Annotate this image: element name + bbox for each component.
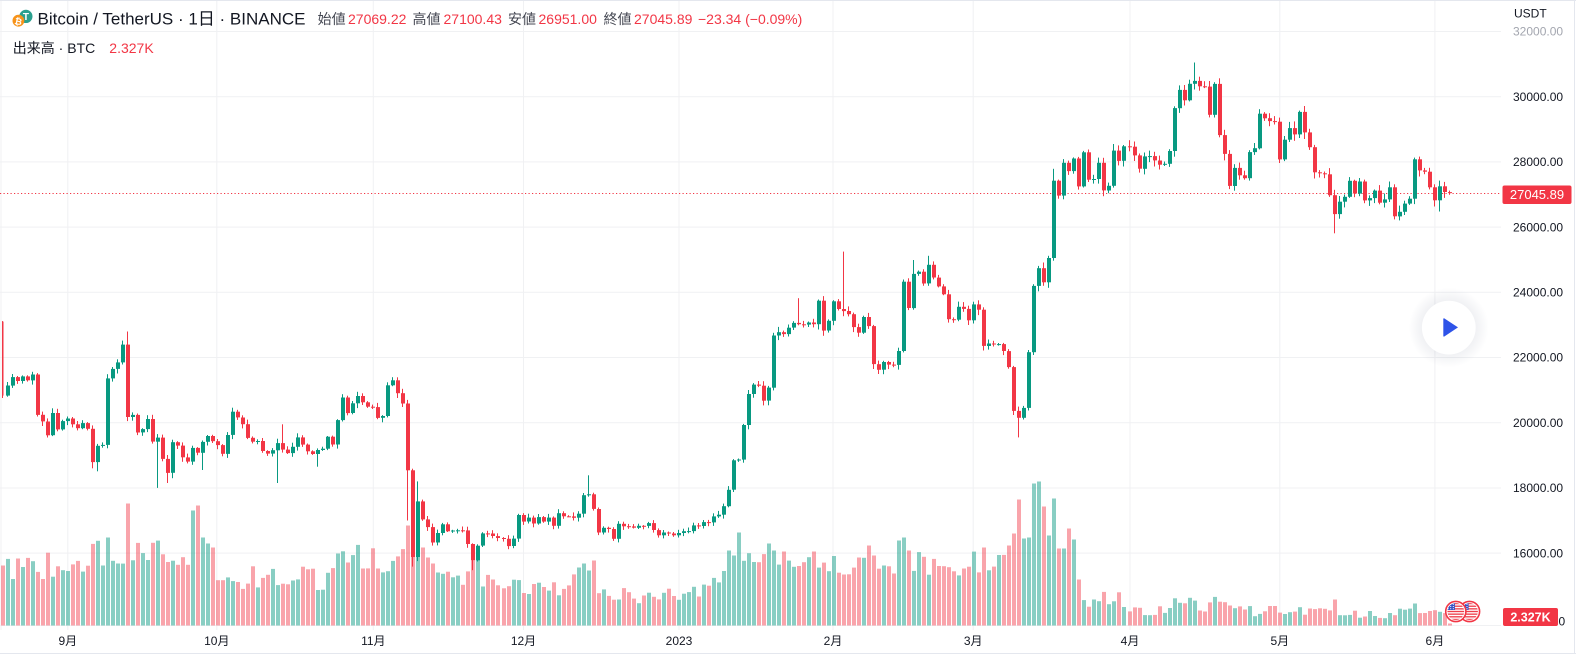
svg-text:0: 0 bbox=[1559, 614, 1566, 628]
svg-text:11月: 11月 bbox=[361, 634, 385, 648]
svg-text:6月: 6月 bbox=[1426, 634, 1445, 648]
svg-text:27045.89: 27045.89 bbox=[634, 11, 693, 27]
svg-text:20000.00: 20000.00 bbox=[1513, 416, 1563, 430]
svg-text:16000.00: 16000.00 bbox=[1513, 546, 1563, 560]
svg-text:28000.00: 28000.00 bbox=[1513, 155, 1563, 169]
svg-text:22000.00: 22000.00 bbox=[1513, 351, 1563, 365]
svg-text:32000.00: 32000.00 bbox=[1513, 25, 1563, 39]
svg-text:出来高 · BTC: 出来高 · BTC bbox=[13, 40, 95, 56]
svg-text:3月: 3月 bbox=[964, 634, 983, 648]
svg-text:26951.00: 26951.00 bbox=[539, 11, 598, 27]
svg-text:₿: ₿ bbox=[14, 16, 23, 27]
svg-text:4月: 4月 bbox=[1121, 634, 1140, 648]
svg-text:USDT: USDT bbox=[1514, 7, 1547, 21]
svg-text:27100.43: 27100.43 bbox=[444, 11, 503, 27]
svg-text:終値: 終値 bbox=[604, 11, 632, 27]
svg-text:2.327K: 2.327K bbox=[1510, 611, 1550, 625]
svg-text:26000.00: 26000.00 bbox=[1513, 220, 1563, 234]
svg-text:5月: 5月 bbox=[1270, 634, 1289, 648]
svg-text:27069.22: 27069.22 bbox=[348, 11, 407, 27]
svg-text:高値: 高値 bbox=[413, 11, 441, 27]
svg-text:Bitcoin / TetherUS · 1日 · BINA: Bitcoin / TetherUS · 1日 · BINANCE bbox=[38, 9, 306, 28]
svg-text:2.327K: 2.327K bbox=[109, 40, 154, 56]
svg-text:2月: 2月 bbox=[824, 634, 843, 648]
svg-text:18000.00: 18000.00 bbox=[1513, 481, 1563, 495]
svg-text:12月: 12月 bbox=[511, 634, 536, 648]
svg-text:始値: 始値 bbox=[318, 11, 346, 27]
svg-text:T: T bbox=[23, 12, 29, 23]
svg-text:30000.00: 30000.00 bbox=[1513, 90, 1563, 104]
svg-text:10月: 10月 bbox=[204, 634, 229, 648]
svg-text:27045.89: 27045.89 bbox=[1510, 187, 1564, 202]
svg-text:2023: 2023 bbox=[666, 634, 693, 648]
svg-text:24000.00: 24000.00 bbox=[1513, 286, 1563, 300]
svg-text:−23.34 (−0.09%): −23.34 (−0.09%) bbox=[698, 11, 802, 27]
svg-text:9月: 9月 bbox=[58, 634, 77, 648]
svg-text:安値: 安値 bbox=[508, 11, 536, 27]
